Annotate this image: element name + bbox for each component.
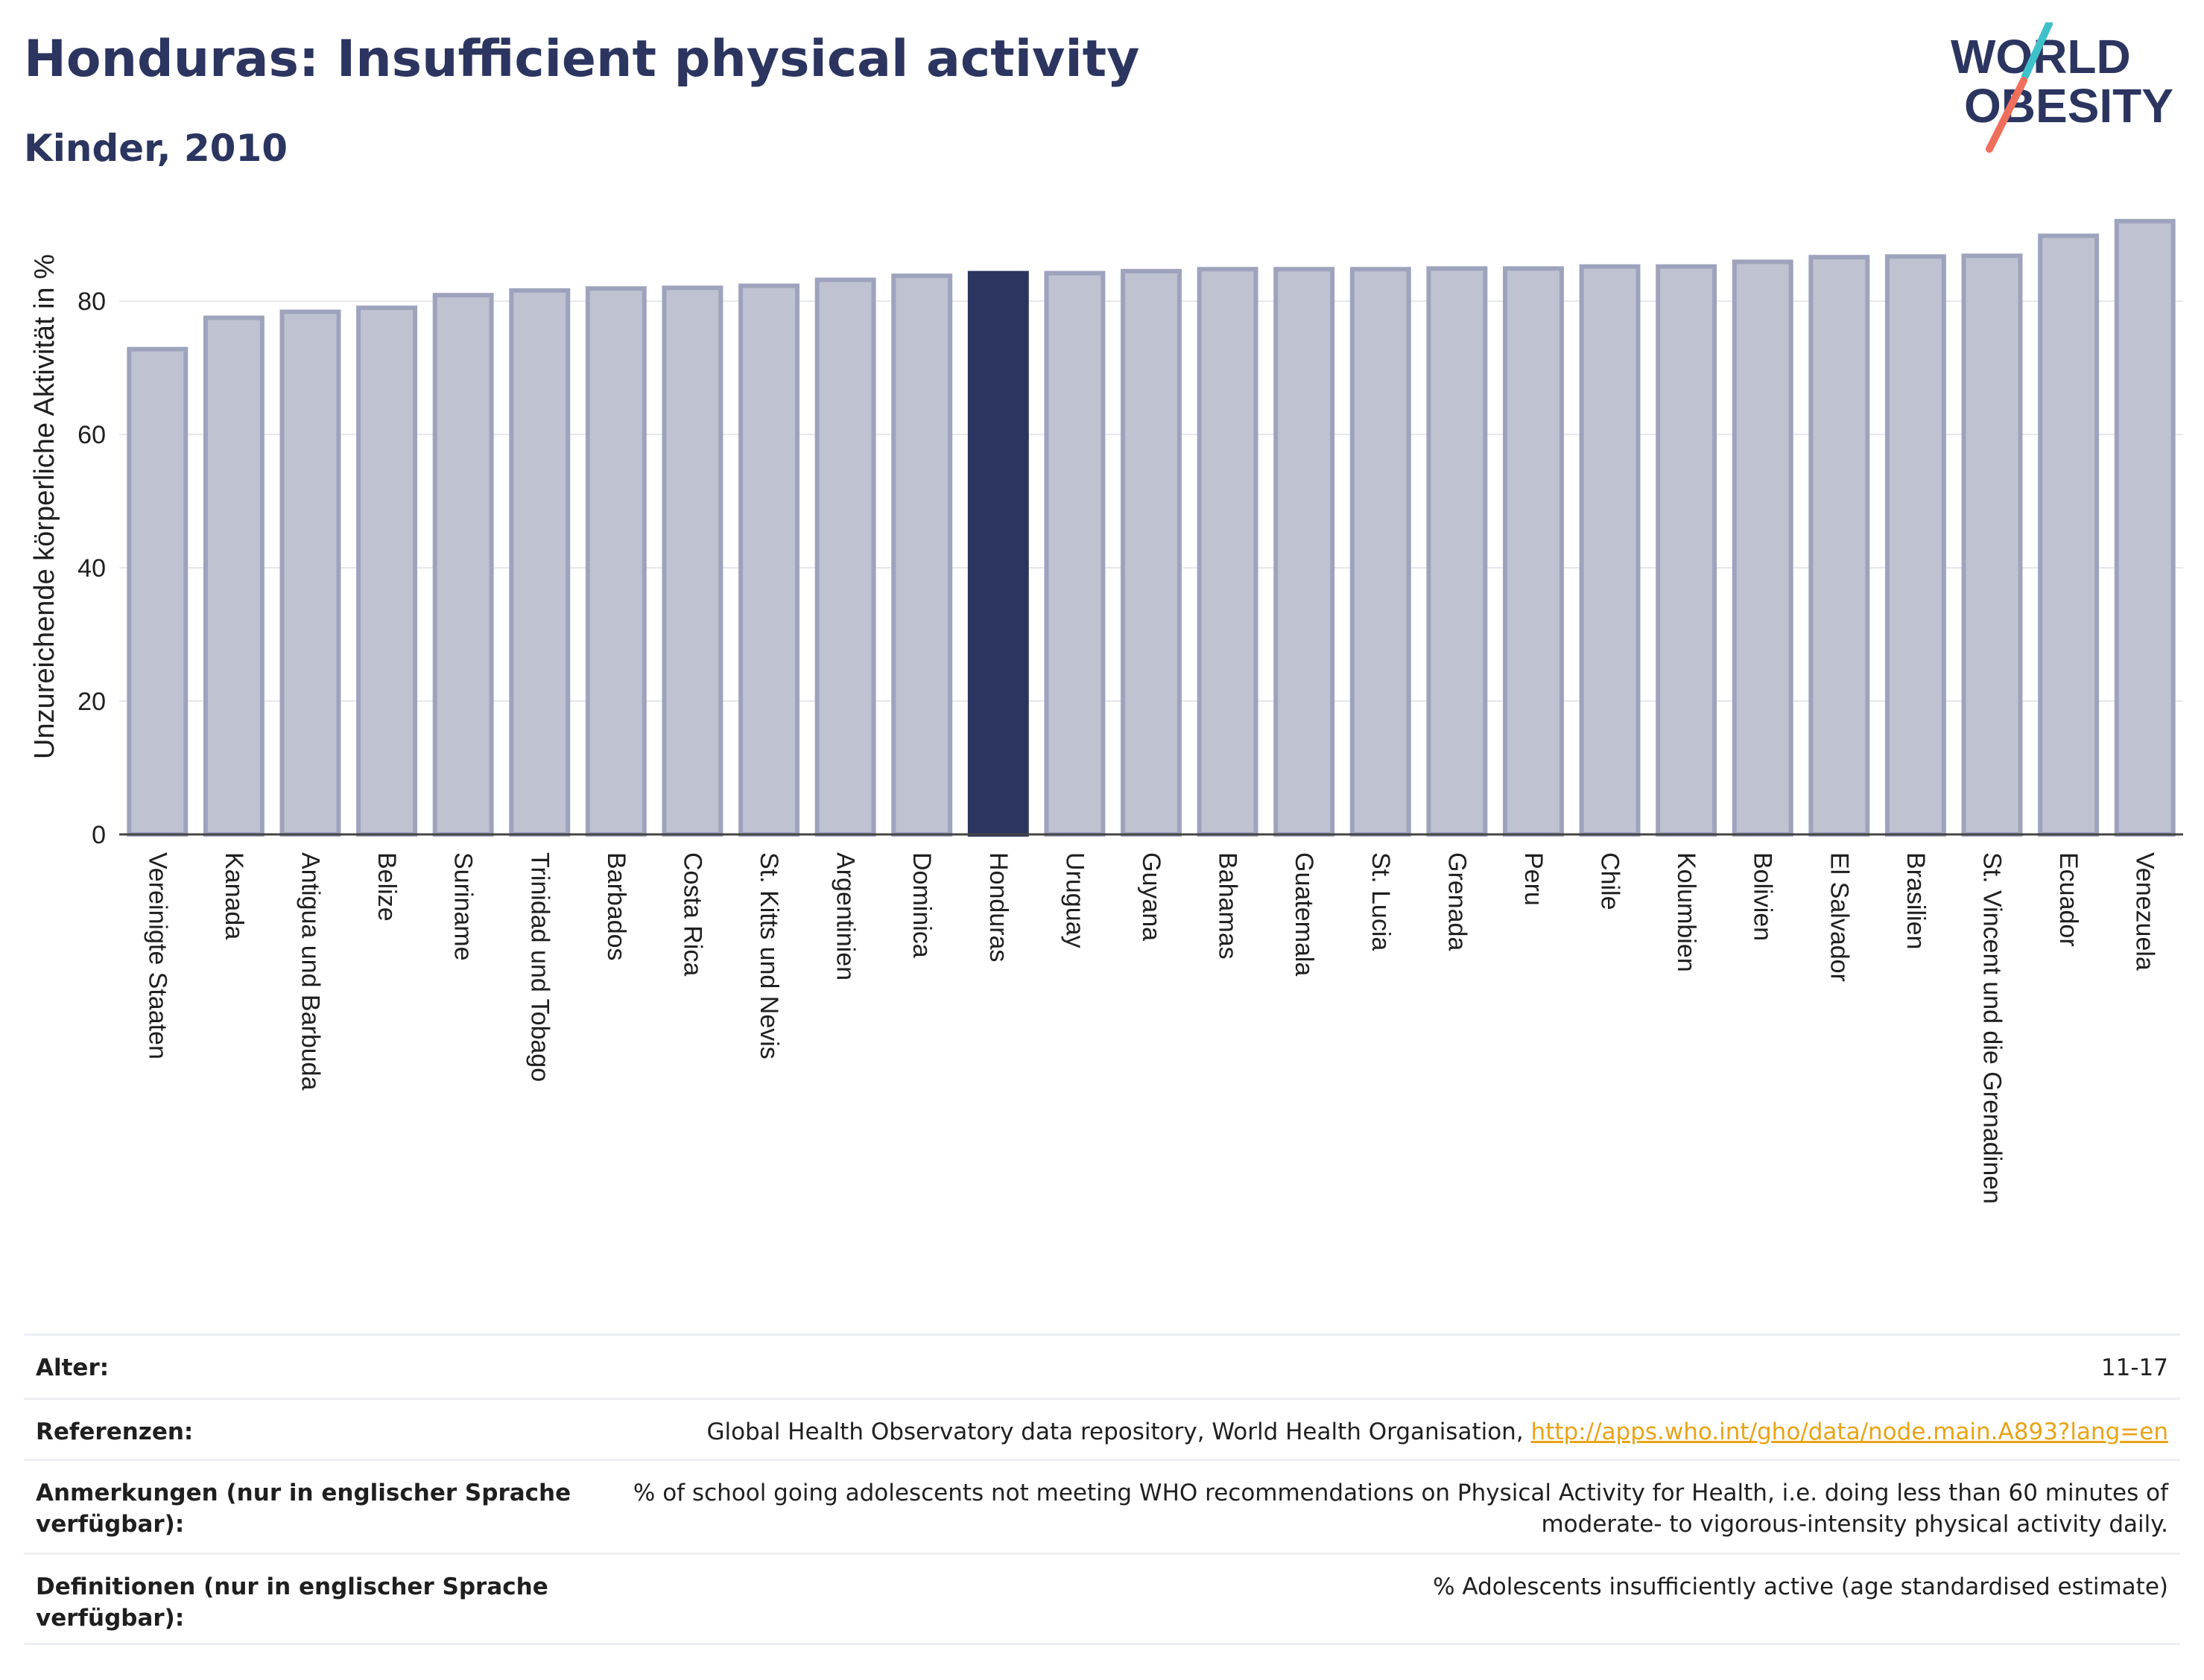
bar-chart: 0 20 40 60 80 Vereinigte Staaten Kanada Antigu… (29, 218, 2183, 1204)
x-tick-label: Ecuador (2054, 852, 2083, 947)
bar-ecuador (2038, 233, 2100, 837)
y-tick-label: 80 (77, 288, 106, 316)
page-title: Honduras: Insufficient physical activity (24, 30, 1140, 89)
x-tick-label: Brasilien (1901, 852, 1930, 949)
bar-st-lucia (1349, 267, 1411, 837)
meta-row-definitions: Definitionen (nur in englischer Sprache … (24, 1553, 2180, 1645)
x-tick-label: Suriname (449, 852, 478, 961)
reference-link[interactable]: http://apps.who.int/gho/data/node.main.A… (1530, 1419, 2168, 1445)
x-tick-label: Kanada (220, 852, 248, 939)
meta-row-age: Alter: 11-17 (24, 1334, 2180, 1398)
x-tick-label: Argentinien (832, 852, 860, 980)
x-tick-label: Honduras (984, 852, 1013, 962)
meta-value: % Adolescents insufficiently active (age… (1433, 1573, 2168, 1600)
logo-slash-bottom (1986, 77, 2027, 153)
bar-bolivien (1732, 259, 1793, 837)
bar-vereinigte-staaten (127, 346, 189, 837)
x-tick-label: Trinidad und Tobago (525, 852, 554, 1082)
bar-guatemala (1273, 267, 1335, 837)
x-tick-label: Guyana (1137, 852, 1165, 941)
logo-slash-top (2021, 22, 2053, 80)
x-tick-labels: Vereinigte Staaten Kanada Antigua und Barb… (143, 852, 2159, 1204)
bar-kolumbien (1656, 264, 1717, 837)
page-subtitle: Kinder, 2010 (24, 127, 288, 170)
x-tick-label: Chile (1596, 852, 1624, 910)
x-tick-label: St. Lucia (1367, 852, 1395, 951)
x-tick-label: St. Kitts und Nevis (755, 852, 783, 1059)
meta-row-notes: Anmerkungen (nur in englischer Sprache v… (24, 1459, 2180, 1553)
bar-grenada (1426, 266, 1488, 837)
bar-venezuela (2114, 218, 2176, 837)
bar-uruguay (1044, 270, 1106, 837)
meta-label: Definitionen (nur in englischer Sprache … (36, 1573, 548, 1632)
reference-text: Global Health Observatory data repositor… (706, 1419, 1531, 1445)
x-tick-label: Grenada (1443, 852, 1471, 951)
x-tick-label: Peru (1519, 852, 1548, 906)
bar-bahamas (1197, 267, 1258, 837)
x-tick-label: Guatemala (1290, 852, 1318, 976)
meta-label: Referenzen: (36, 1419, 194, 1445)
x-tick-label: Bahamas (1214, 852, 1242, 960)
x-tick-label: Costa Rica (678, 852, 706, 976)
meta-label: Anmerkungen (nur in englischer Sprache v… (36, 1480, 571, 1538)
x-tick-label: St. Vincent und die Grenadinen (1978, 852, 2007, 1204)
x-tick-label: El Salvador (1825, 852, 1853, 982)
bar-costa-rica (662, 285, 723, 837)
meta-value: 11-17 (2100, 1354, 2168, 1381)
bar-trinidad-und-tobago (509, 288, 571, 837)
bar-guyana (1121, 268, 1182, 837)
bar-dominica (891, 273, 953, 837)
bar-st-vincent-und-die-grenadinen (1961, 253, 2023, 837)
bar-chile (1579, 264, 1641, 837)
bar-el-salvador (1808, 255, 1870, 837)
x-tick-label: Antigua und Barbuda (296, 852, 324, 1091)
metadata-table: Alter: 11-17 Referenzen: Global Health O… (24, 1334, 2180, 1645)
y-tick-label: 20 (77, 688, 106, 716)
y-tick-label: 0 (92, 821, 106, 849)
bars (127, 218, 2176, 837)
bar-belize (356, 305, 418, 837)
x-tick-label: Bolivien (1749, 852, 1777, 941)
meta-label: Alter: (36, 1354, 110, 1381)
bar-barbados (585, 286, 647, 837)
x-tick-label: Barbados (602, 852, 630, 961)
meta-row-references: Referenzen: Global Health Observatory da… (24, 1398, 2180, 1459)
bar-peru (1503, 266, 1564, 837)
bar-honduras (967, 270, 1029, 837)
x-tick-label: Kolumbien (1672, 852, 1700, 972)
x-tick-label: Venezuela (2131, 852, 2159, 971)
y-tick-labels: 0 20 40 60 80 (77, 288, 106, 849)
y-tick-label: 60 (77, 421, 106, 449)
y-axis-label: Unzureichende körperliche Aktivität in % (29, 254, 60, 759)
bar-st-kitts-und-nevis (738, 283, 799, 837)
meta-value: Global Health Observatory data repositor… (706, 1416, 2168, 1448)
meta-value: % of school going adolescents not meetin… (633, 1480, 2168, 1538)
bar-brasilien (1884, 254, 1946, 837)
world-obesity-logo: WORLD OBESITY (1951, 22, 2173, 153)
bar-antigua-und-barbuda (279, 309, 341, 837)
bar-argentinien (814, 277, 876, 837)
bar-suriname (432, 293, 494, 837)
x-tick-label: Vereinigte Staaten (143, 852, 171, 1059)
x-tick-label: Dominica (908, 852, 936, 958)
bar-kanada (203, 315, 265, 837)
y-tick-label: 40 (77, 554, 106, 583)
x-tick-label: Belize (373, 852, 401, 922)
x-tick-label: Uruguay (1060, 852, 1089, 948)
